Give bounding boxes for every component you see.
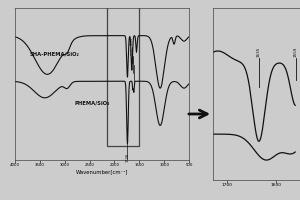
Text: 1609: 1609 [132,55,136,63]
Text: 1559: 1559 [294,46,298,57]
Text: SHA-PHEMA/SiO₂: SHA-PHEMA/SiO₂ [30,51,80,56]
Text: 1738: 1738 [125,153,130,162]
Text: 1650: 1650 [130,37,134,45]
Text: PHEMA/SiO₂: PHEMA/SiO₂ [75,101,110,106]
Bar [107,1,139,146]
X-axis label: Wavenumber[cm⁻¹]: Wavenumber[cm⁻¹] [76,169,128,174]
Text: 1635: 1635 [257,46,261,57]
Text: 1630: 1630 [131,47,135,55]
